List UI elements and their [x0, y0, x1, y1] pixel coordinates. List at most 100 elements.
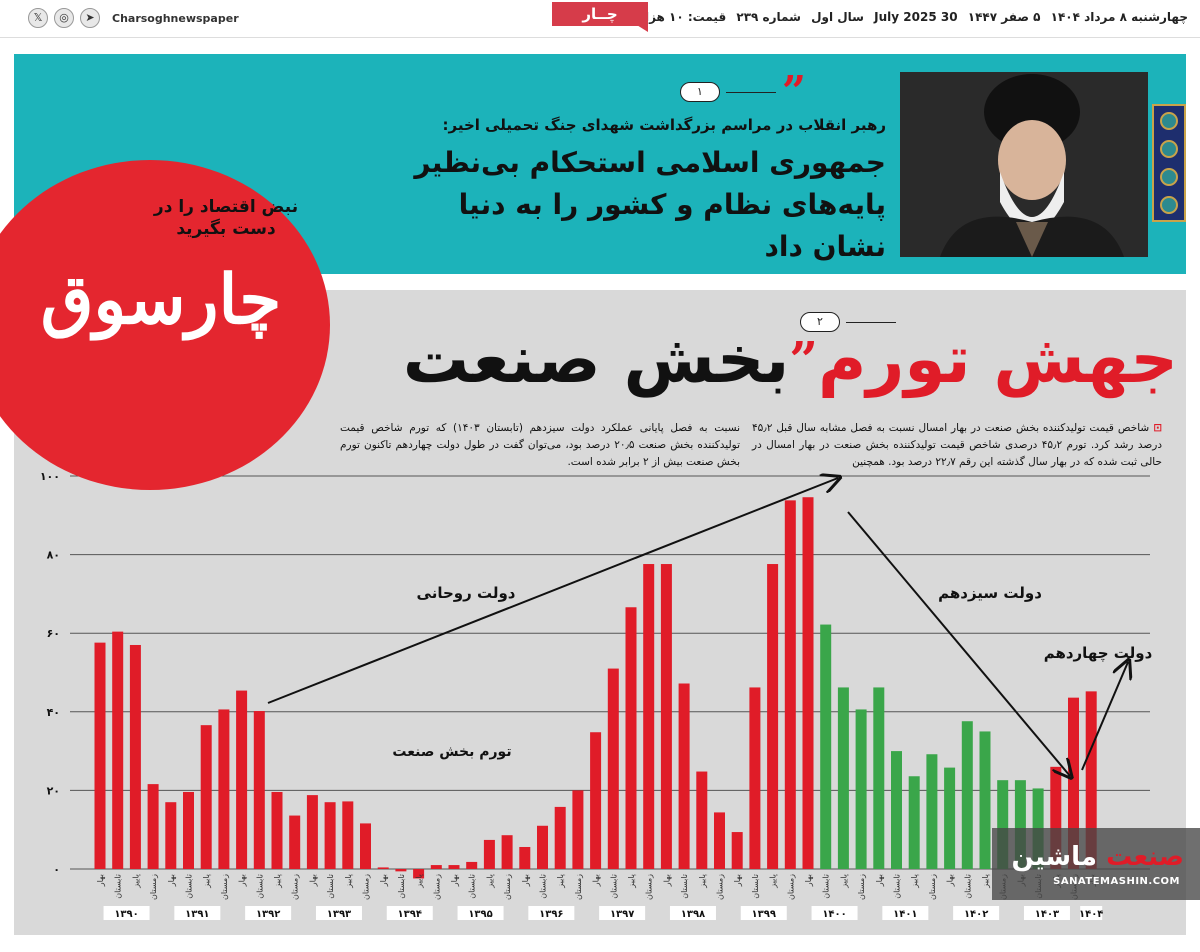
bar: [1050, 766, 1062, 869]
bar: [253, 711, 265, 869]
y-tick-label: ۴۰: [47, 706, 60, 719]
telegram-icon[interactable]: ➤: [80, 8, 100, 28]
year-label: ۱۴۰۳: [1035, 909, 1059, 920]
season-label: تابستان: [539, 874, 548, 899]
season-label: تابستان: [609, 874, 618, 899]
season-label: بهار: [875, 874, 884, 887]
y-tick-label: ۶۰: [47, 627, 60, 640]
emblem-icon: [1152, 104, 1186, 222]
article-paragraph-1: ⊡شاخص قیمت تولیدکننده بخش صنعت در بهار ا…: [752, 422, 1162, 468]
season-label: پاییز: [698, 874, 707, 889]
bar: [129, 644, 141, 869]
year-label: ۱۴۰۴: [1079, 909, 1103, 920]
y-tick-label: ۲۰: [47, 784, 60, 797]
raisi-trend-arrow: [847, 511, 1070, 776]
bar: [271, 791, 283, 869]
bar: [360, 823, 371, 869]
bar: [908, 776, 920, 869]
year-box: [457, 906, 504, 920]
season-label: تابستان: [680, 874, 689, 899]
bar: [1014, 780, 1026, 869]
season-label: زمستان: [574, 874, 583, 900]
bar: [324, 802, 336, 869]
season-label: بهار: [804, 874, 813, 887]
season-label: زمستان: [503, 874, 512, 900]
year-label: ۱۳۹۵: [468, 909, 492, 920]
bar: [767, 564, 779, 869]
season-label: زمستان: [645, 874, 654, 900]
season-label: زمستان: [716, 874, 725, 900]
season-label: بهار: [521, 874, 530, 887]
headline-red-part: جهش تورم: [818, 321, 1178, 398]
bar: [183, 791, 194, 869]
bar: [165, 802, 177, 869]
bar: [678, 683, 690, 869]
season-label: بهار: [946, 874, 955, 887]
bar: [873, 687, 885, 869]
year-box: [315, 906, 362, 920]
banner-headline[interactable]: جمهوری اسلامی استحکام بی‌نظیر پایه‌های ن…: [414, 146, 886, 263]
year-box: [245, 906, 292, 920]
season-label: زمستان: [857, 874, 866, 900]
season-label: پاییز: [769, 874, 778, 889]
bar: [94, 642, 106, 869]
season-label: پاییز: [202, 874, 211, 889]
bar: [501, 835, 513, 869]
season-label: تابستان: [822, 874, 831, 899]
instagram-icon[interactable]: ◎: [54, 8, 74, 28]
issue-year: سال اول: [811, 10, 864, 24]
bar: [112, 631, 124, 869]
bar: [236, 690, 248, 869]
year-box: [953, 906, 1000, 920]
bar: [395, 869, 407, 872]
annotation-pezeshkian: دولت چهاردهم: [1044, 644, 1153, 663]
main-headline[interactable]: جهش تورم”بخش صنعت: [403, 320, 1178, 400]
bar: [554, 806, 566, 869]
masthead-logo[interactable]: چارسوق: [40, 260, 282, 340]
season-label: تابستان: [326, 874, 335, 899]
bar: [696, 771, 708, 869]
x-icon[interactable]: 𝕏: [28, 8, 48, 28]
year-label: ۱۴۰۲: [964, 909, 988, 920]
article-paragraph-2: نسبت به فصل پایانی عملکرد دولت سیزدهم (ت…: [340, 422, 740, 468]
bar: [926, 754, 938, 869]
season-label: تابستان: [114, 874, 123, 899]
bar: [147, 784, 159, 869]
issue-number: شماره ۲۳۹: [736, 10, 801, 24]
season-label: پاییز: [556, 874, 565, 889]
season-label: زمستان: [432, 874, 441, 900]
year-label: ۱۳۹۰: [114, 909, 138, 920]
season-label: زمستان: [149, 874, 158, 900]
season-label: پاییز: [131, 874, 140, 889]
season-label: پاییز: [839, 874, 848, 889]
series-label: تورم بخش صنعت: [392, 744, 511, 760]
year-label: ۱۳۹۴: [398, 909, 422, 920]
watermark-url: SANATEMASHIN.COM: [1053, 876, 1180, 887]
y-tick-label: ۱۰۰: [40, 470, 60, 483]
year-box: [669, 906, 716, 920]
year-label: ۱۳۹۲: [256, 909, 280, 920]
bar: [519, 846, 531, 869]
year-box: [740, 906, 787, 920]
social-handle[interactable]: Charsoghnewspaper: [112, 11, 239, 25]
bar: [483, 839, 495, 869]
y-tick-label: ۸۰: [47, 549, 60, 562]
main-quote-marker: ۲: [800, 312, 896, 332]
bullet-icon: ⊡: [1153, 422, 1162, 434]
masthead-circle: [0, 160, 330, 490]
issue-info: چهارشنبه ۸ مرداد ۱۴۰۴ ۵ صفر ۱۴۴۷ 30 July…: [594, 10, 1188, 24]
season-label: تابستان: [468, 874, 477, 899]
bar: [784, 500, 796, 869]
season-label: پاییز: [627, 874, 636, 889]
divider: [846, 321, 896, 323]
year-label: ۱۳۹۳: [327, 909, 351, 920]
divider: [725, 91, 776, 93]
year-box: [599, 906, 646, 920]
season-label: پاییز: [910, 874, 919, 889]
bar: [200, 725, 212, 869]
social-links: 𝕏 ◎ ➤ Charsoghnewspaper: [28, 8, 239, 28]
quote-mark-icon: ”: [789, 330, 819, 389]
bar: [625, 607, 637, 869]
bar: [891, 751, 902, 869]
